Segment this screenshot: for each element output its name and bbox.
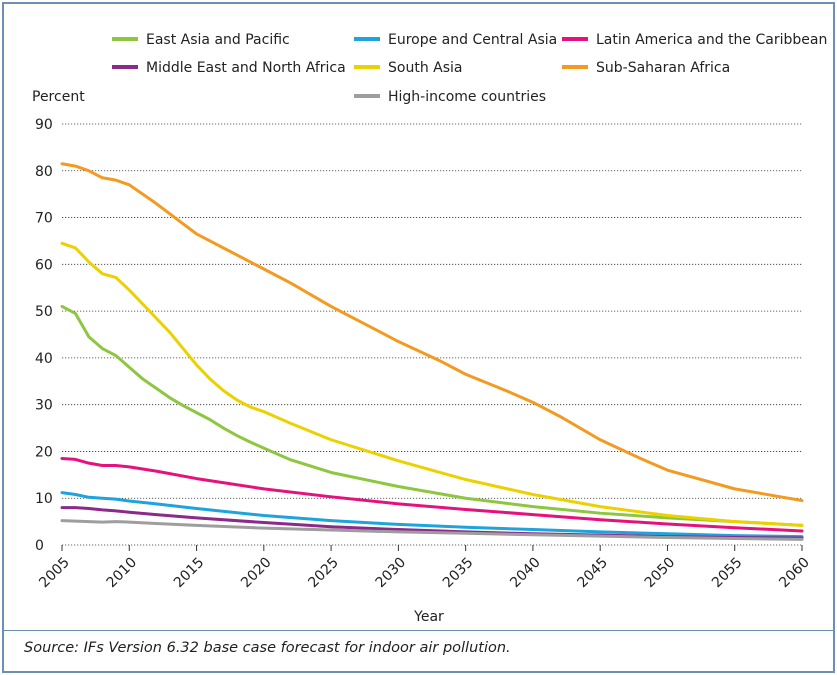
y-tick-label: 80 <box>35 164 53 180</box>
y-tick-label: 20 <box>35 444 53 460</box>
series-line-latin-america-and-the-caribbean <box>60 456 804 533</box>
legend: East Asia and Pacific Europe and Central … <box>112 32 827 105</box>
legend-swatch-europe-and-central-asia <box>354 37 380 41</box>
y-tick-label: 30 <box>35 398 53 414</box>
y-axis-title: Percent <box>32 89 85 105</box>
legend-label-high-income-countries: High-income countries <box>388 89 546 105</box>
legend-swatch-south-asia <box>354 65 380 69</box>
legend-label-sub-saharan-africa: Sub-Saharan Africa <box>596 60 730 76</box>
legend-label-east-asia-and-pacific: East Asia and Pacific <box>146 32 290 48</box>
legend-swatch-high-income-countries <box>354 94 380 98</box>
x-tick-label: 2035 <box>440 555 477 592</box>
x-tick-label: 2025 <box>305 555 342 592</box>
source-note: Source: IFs Version 6.32 base case forec… <box>24 640 511 656</box>
x-tick-label: 2060 <box>776 555 813 592</box>
x-tick-label: 2015 <box>171 555 208 592</box>
y-tick-label: 90 <box>35 117 53 133</box>
legend-label-latin-america-and-the-caribbean: Latin America and the Caribbean <box>596 32 827 48</box>
series-line-south-asia <box>60 241 804 527</box>
y-tick-label: 40 <box>35 351 53 367</box>
x-tick-label: 2045 <box>574 555 611 592</box>
series-line-high-income-countries <box>60 519 804 541</box>
x-tick-label: 2005 <box>36 555 73 592</box>
y-tick-label: 60 <box>35 257 53 273</box>
x-tick-label: 2055 <box>709 555 746 592</box>
legend-label-middle-east-and-north-africa: Middle East and North Africa <box>146 60 346 76</box>
x-tick-label: 2030 <box>373 555 410 592</box>
y-tick-label: 0 <box>35 538 44 554</box>
x-axis-title: Year <box>413 609 444 625</box>
series-line-east-asia-and-pacific <box>60 304 804 527</box>
legend-swatch-middle-east-and-north-africa <box>112 65 138 69</box>
x-tick-label: 2020 <box>238 555 275 592</box>
legend-label-europe-and-central-asia: Europe and Central Asia <box>388 32 557 48</box>
legend-swatch-latin-america-and-the-caribbean <box>562 37 588 41</box>
legend-label-south-asia: South Asia <box>388 60 462 76</box>
series-lines <box>60 162 804 541</box>
series-line-sub-saharan-africa <box>60 162 804 503</box>
x-tick-label: 2040 <box>507 555 544 592</box>
legend-swatch-east-asia-and-pacific <box>112 37 138 41</box>
x-tick-label: 2010 <box>104 555 141 592</box>
x-tick-label: 2050 <box>642 555 679 592</box>
legend-swatch-sub-saharan-africa <box>562 65 588 69</box>
y-tick-label: 10 <box>35 491 53 507</box>
y-tick-label: 50 <box>35 304 53 320</box>
series-line-europe-and-central-asia <box>60 491 804 539</box>
source-footer: Source: IFs Version 6.32 base case forec… <box>4 630 833 671</box>
y-tick-label: 70 <box>35 211 53 227</box>
